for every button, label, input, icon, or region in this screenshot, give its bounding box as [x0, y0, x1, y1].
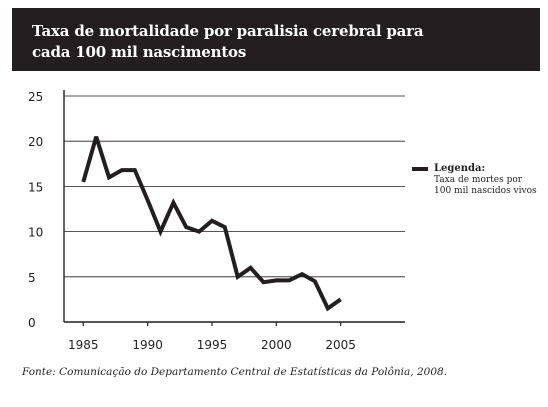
- legend-title: Legenda:: [434, 163, 486, 174]
- y-tick-label-0: 0: [28, 316, 36, 330]
- x-tick-label-2005: 2005: [325, 338, 356, 352]
- series-line-0: [81, 136, 342, 312]
- x-tick-label-1985: 1985: [68, 338, 99, 352]
- legend-entry: Taxa de mortes por 100 mil nascidos vivo…: [434, 175, 537, 196]
- chart-title-bar: Taxa de mortalidade por paralisia cerebr…: [12, 8, 540, 71]
- source-note: Fonte: Comunicação do Departamento Centr…: [22, 366, 448, 378]
- y-tick-label-20: 20: [28, 135, 43, 149]
- chart-title-line-2: cada 100 mil nascimentos: [32, 43, 247, 61]
- x-tick-label-1995: 1995: [197, 338, 228, 352]
- y-tick-label-10: 10: [28, 226, 43, 240]
- chart-title-line-1: Taxa de mortalidade por paralisia cerebr…: [32, 22, 424, 40]
- x-tick-label-2000: 2000: [261, 338, 292, 352]
- y-tick-label-5: 5: [28, 271, 36, 285]
- x-tick-label-1990: 1990: [132, 338, 163, 352]
- y-tick-label-25: 25: [28, 90, 43, 104]
- legend-line-swatch: [412, 167, 428, 171]
- y-tick-label-15: 15: [28, 180, 43, 194]
